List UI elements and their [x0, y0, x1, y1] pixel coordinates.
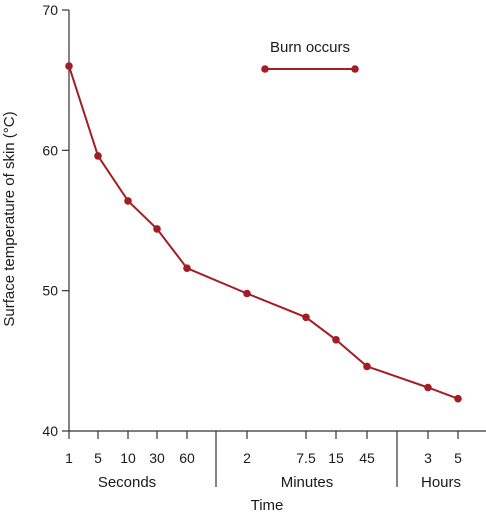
x-tick-label: 2 [243, 450, 251, 466]
data-point [124, 197, 132, 205]
data-point [302, 313, 310, 322]
x-tick-label: 1 [65, 450, 73, 466]
data-point [183, 264, 191, 273]
y-tick-label: 70 [42, 2, 58, 18]
x-axis-title: Time [251, 497, 284, 514]
x-tick-label: 30 [149, 450, 165, 466]
y-tick-label: 50 [42, 283, 58, 299]
x-tick-label: 45 [359, 450, 375, 466]
x-tick-label: 5 [454, 450, 462, 466]
data-point [153, 225, 161, 233]
data-point [94, 152, 102, 160]
x-tick-label: 5 [94, 450, 102, 466]
legend-marker [351, 65, 359, 73]
x-tick-label: 15 [328, 450, 344, 466]
axes [68, 10, 486, 432]
y-axis-ticks: 40 50 60 70 [42, 2, 69, 439]
legend-label: Burn occurs [270, 39, 350, 56]
data-point [243, 289, 251, 298]
y-tick-label: 40 [42, 423, 58, 439]
x-tick-label: 3 [424, 450, 432, 466]
data-point [424, 383, 432, 392]
data-series [65, 62, 462, 403]
legend: Burn occurs [261, 39, 359, 73]
y-axis-title: Surface temperature of skin (°C) [1, 111, 18, 326]
data-point [363, 362, 371, 371]
x-axis-groups: Seconds Minutes Hours [98, 431, 461, 491]
data-point [65, 62, 73, 70]
x-axis-ticks: 1 5 10 30 60 2 7.5 15 45 3 5 [65, 431, 462, 466]
legend-marker [261, 65, 269, 73]
x-tick-label: 7.5 [296, 450, 316, 466]
x-tick-label: 60 [179, 450, 195, 466]
group-label: Minutes [281, 474, 334, 491]
group-label: Hours [421, 474, 461, 491]
x-tick-label: 10 [120, 450, 136, 466]
group-label: Seconds [98, 474, 156, 491]
y-tick-label: 60 [42, 142, 58, 158]
data-point [454, 394, 462, 403]
data-point [332, 336, 340, 344]
series-line [68, 65, 459, 400]
